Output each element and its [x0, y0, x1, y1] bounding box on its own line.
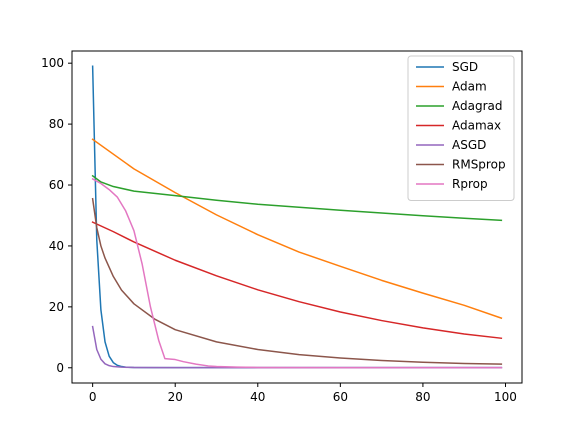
y-tick-label: 60	[49, 178, 64, 192]
legend-label-adamax: Adamax	[452, 119, 501, 133]
series-line-asgd	[91, 325, 503, 369]
x-tick-label: 0	[89, 390, 97, 404]
y-tick-label: 0	[56, 361, 64, 375]
series-line-rprop	[91, 177, 503, 369]
series-line-adamax	[91, 221, 503, 340]
series-line-adagrad	[91, 174, 503, 222]
x-tick-label: 20	[168, 390, 183, 404]
legend: SGD Adam Adagrad Adamax ASGD RMSprop Rprop	[407, 55, 515, 201]
series-line-rmsprop	[91, 197, 503, 365]
x-tick-label: 80	[415, 390, 430, 404]
legend-label-sgd: SGD	[452, 60, 478, 74]
x-tick-label: 100	[494, 390, 517, 404]
y-tick-label: 40	[49, 239, 64, 253]
legend-label-rprop: Rprop	[452, 177, 488, 191]
legend-label-adam: Adam	[452, 80, 487, 94]
y-tick-label: 80	[49, 117, 64, 131]
series-line-adam	[91, 138, 503, 320]
legend-label-adagrad: Adagrad	[452, 99, 503, 113]
plot-frame	[71, 50, 523, 384]
legend-label-asgd: ASGD	[452, 138, 486, 152]
series-layer	[91, 65, 503, 369]
x-tick-label: 40	[250, 390, 265, 404]
axes-layer: 0 20 40 60 80 100 0 20 40 60 80 100	[41, 56, 517, 404]
x-tick-label: 60	[333, 390, 348, 404]
y-tick-label: 100	[41, 56, 64, 70]
legend-label-rmsprop: RMSprop	[452, 158, 506, 172]
y-tick-label: 20	[49, 300, 64, 314]
